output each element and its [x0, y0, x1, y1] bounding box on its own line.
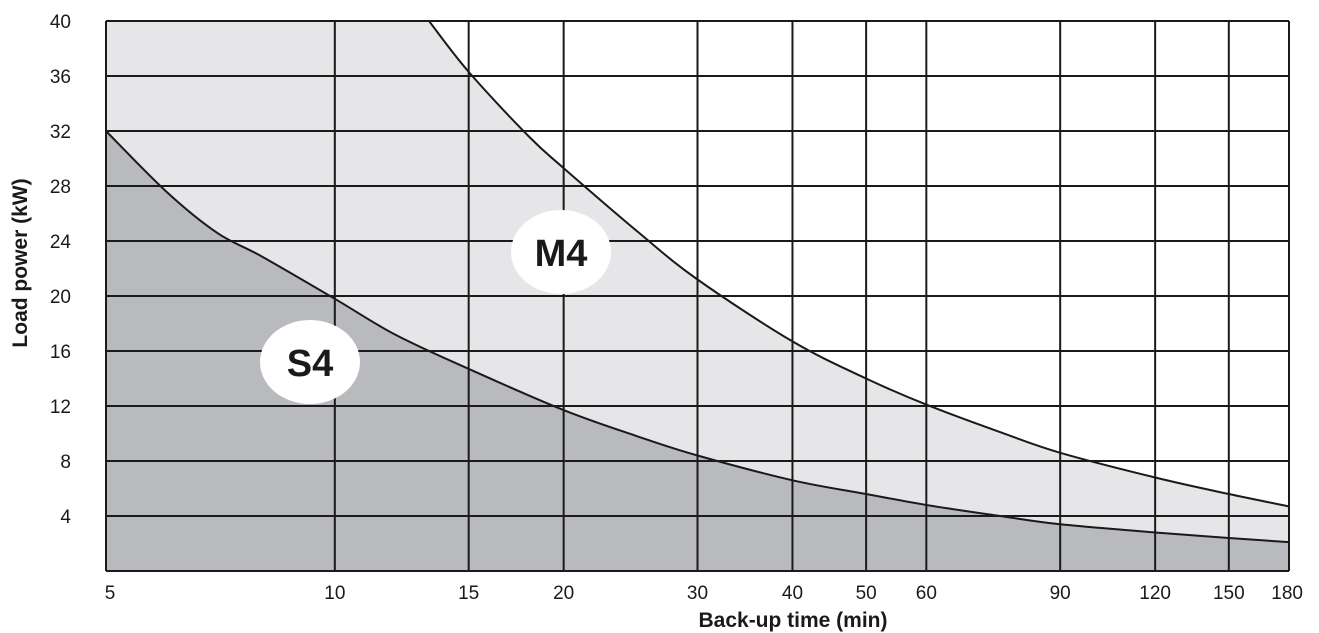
x-tick-label: 120 [1139, 583, 1171, 604]
s4-curve [105, 130, 1290, 544]
y-tick-label: 20 [50, 287, 71, 308]
x-tick-label: 10 [324, 583, 345, 604]
y-tick-label: 24 [50, 232, 72, 253]
y-tick-label: 8 [60, 452, 71, 473]
x-tick-label: 40 [782, 583, 803, 604]
series-label-m4: M4 [511, 210, 611, 294]
series-label-text: S4 [287, 343, 333, 385]
label-ellipse [260, 320, 360, 404]
y-tick-label: 16 [50, 342, 71, 363]
y-tick-label: 12 [50, 397, 71, 418]
series-label-text: M4 [535, 233, 588, 275]
x-tick-label: 5 [105, 583, 116, 604]
tick-layer: 5 10 15 20 30 40 50 60 90 120 150 180 4 8 12 16 20 24 28 32… [50, 12, 1303, 604]
y-tick-label: 40 [50, 12, 71, 33]
curve-layer [105, 20, 1290, 544]
y-tick-label: 28 [50, 177, 71, 198]
x-tick-label: 60 [916, 583, 937, 604]
y-axis-title: Load power (kW) [9, 178, 32, 347]
x-tick-label: 50 [856, 583, 877, 604]
x-tick-label: 20 [553, 583, 574, 604]
x-tick-label: 30 [687, 583, 708, 604]
x-axis-title: Back-up time (min) [698, 609, 887, 632]
y-tick-label: 32 [50, 122, 71, 143]
y-tick-label: 4 [60, 507, 71, 528]
series-label-layer: M4 S4 [260, 210, 611, 404]
x-tick-label: 150 [1213, 583, 1245, 604]
y-tick-label: 36 [50, 67, 71, 88]
series-label-s4: S4 [260, 320, 360, 404]
grid-layer [105, 20, 1290, 572]
label-ellipse [511, 210, 611, 294]
x-tick-label: 90 [1050, 583, 1071, 604]
x-tick-label: 15 [458, 583, 479, 604]
x-tick-label: 180 [1271, 583, 1303, 604]
m4-curve [428, 20, 1290, 508]
